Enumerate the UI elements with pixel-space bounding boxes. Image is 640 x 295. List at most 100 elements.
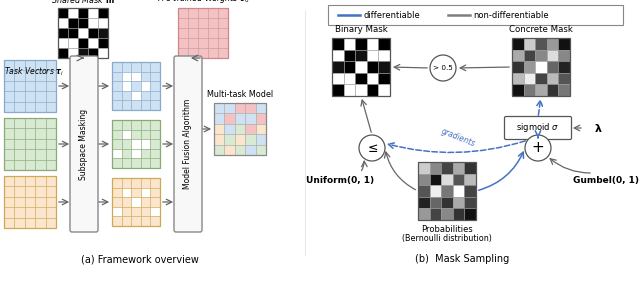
Bar [68,18,78,28]
Bar [25,149,35,160]
Bar [255,103,266,113]
Bar [441,162,453,173]
Bar [78,48,88,58]
Text: Binary Mask: Binary Mask [335,25,387,34]
Text: sigmoid $\sigma$: sigmoid $\sigma$ [516,122,559,135]
Bar [4,91,15,101]
Bar [441,185,453,197]
Bar [429,162,441,173]
Bar [245,113,255,124]
Bar [131,139,141,149]
Bar [68,8,78,18]
Bar [225,113,235,124]
Bar [418,197,429,208]
Text: Pre-trained Weights $\boldsymbol{\theta}_0$: Pre-trained Weights $\boldsymbol{\theta}… [157,0,250,5]
Bar [141,158,150,168]
Bar [35,128,45,139]
Bar [218,8,228,18]
Bar [112,217,122,226]
Bar [122,178,131,188]
Bar [25,91,35,101]
Bar [441,173,453,185]
Bar [453,197,465,208]
Bar [465,173,476,185]
Bar [225,145,235,155]
Bar [512,73,524,84]
Bar [150,81,160,91]
Bar [453,173,465,185]
Bar [512,61,524,73]
Bar [255,113,266,124]
Text: (b)  Mask Sampling: (b) Mask Sampling [415,254,509,264]
Text: differentiable: differentiable [363,11,420,19]
Bar [198,18,208,28]
Bar [78,8,88,18]
Bar [112,81,122,91]
Bar [15,81,25,91]
Bar [68,28,78,38]
Bar [35,118,45,128]
Bar [98,18,108,28]
Bar [25,176,35,186]
Text: > 0.5: > 0.5 [433,65,453,71]
Bar [188,8,198,18]
Bar [465,185,476,197]
Bar [122,72,131,81]
Bar [15,207,25,218]
Bar [255,124,266,134]
Bar [141,197,150,207]
Bar [150,207,160,217]
Bar [45,139,56,149]
Bar [558,38,570,50]
Text: $\boldsymbol{\lambda}$: $\boldsymbol{\lambda}$ [594,122,602,134]
Bar [214,103,225,113]
Bar [214,113,225,124]
Bar [45,60,56,71]
Bar [98,38,108,48]
Bar [150,120,160,130]
Bar [218,38,228,48]
Bar [112,158,122,168]
Bar [178,8,228,58]
Bar [88,48,98,58]
Bar [441,197,453,208]
Bar [150,178,160,188]
Bar [58,28,68,38]
Bar [122,62,131,72]
Bar [328,5,623,25]
Text: Probabilities: Probabilities [421,225,473,234]
Bar [150,217,160,226]
Bar [198,48,208,58]
Bar [558,73,570,84]
Bar [535,61,547,73]
Bar [235,103,245,113]
Bar [208,38,218,48]
Bar [4,60,15,71]
Bar [112,62,122,72]
Bar [245,124,255,134]
Bar [367,73,378,84]
Text: (a) Framework overview: (a) Framework overview [81,254,199,264]
Bar [208,28,218,38]
Circle shape [359,135,385,161]
Bar [378,50,390,61]
Bar [15,60,25,71]
Bar [131,217,141,226]
Bar [122,100,131,110]
Bar [15,176,25,186]
Bar [150,91,160,100]
Bar [122,207,131,217]
Bar [214,103,266,155]
Bar [112,72,122,81]
Text: gradients: gradients [440,127,477,149]
Bar [112,149,122,158]
Bar [15,118,25,128]
Text: Subspace Masking: Subspace Masking [79,109,88,180]
Bar [15,197,25,207]
Bar [198,38,208,48]
Bar [58,8,68,18]
Bar [429,173,441,185]
Bar [332,73,344,84]
Bar [131,81,141,91]
Bar [418,185,429,197]
